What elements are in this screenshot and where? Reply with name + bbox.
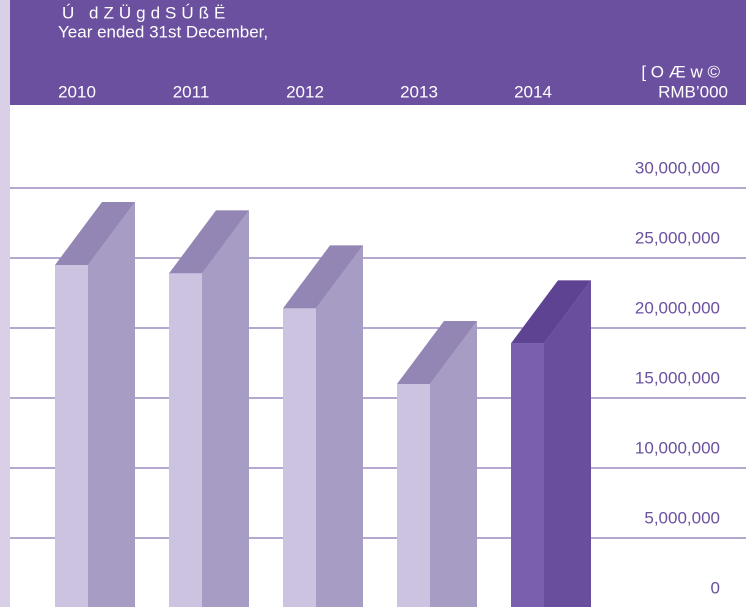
bar-top (283, 245, 363, 309)
y-axis-label: RMB’000 (658, 82, 728, 101)
bar-top-shade (55, 202, 135, 265)
bar-side (544, 280, 591, 607)
bar-side (88, 202, 135, 607)
bar (55, 265, 88, 607)
bar (283, 308, 316, 607)
bar-side-shade (88, 202, 135, 607)
bar-side (202, 210, 249, 607)
y-tick-label: 0 (711, 578, 720, 597)
bar-side (316, 245, 363, 607)
y-tick-label: 30,000,000 (635, 158, 720, 177)
bar-side-shade (430, 321, 477, 607)
x-tick-label: 2012 (286, 82, 324, 101)
bar (397, 384, 430, 607)
chart-subtitle: Year ended 31st December, (58, 22, 268, 41)
y-tick-label: 15,000,000 (635, 368, 720, 387)
bar-top (55, 202, 135, 265)
bar-top (511, 280, 591, 344)
bar-top (169, 210, 249, 274)
bar-top-shade (397, 321, 477, 384)
bar-side-shade (544, 280, 591, 607)
left-strip (0, 0, 10, 607)
chart-title: Ú dZÜgdSÚßË (62, 3, 230, 22)
y-axis-label-native: [ O Æ w © (641, 62, 720, 81)
y-tick-label: 25,000,000 (635, 228, 720, 247)
x-tick-label: 2014 (514, 82, 552, 101)
x-tick-label: 2010 (58, 82, 96, 101)
bar (511, 343, 544, 607)
bar-side-shade (316, 245, 363, 607)
bar-top (397, 321, 477, 384)
y-tick-label: 10,000,000 (635, 438, 720, 457)
bar (169, 273, 202, 607)
y-tick-label: 20,000,000 (635, 298, 720, 317)
header-band (10, 0, 746, 105)
bar-top-shade (511, 280, 591, 344)
y-tick-label: 5,000,000 (644, 508, 720, 527)
bar-top-shade (283, 245, 363, 309)
bar-top-shade (169, 210, 249, 274)
bar-side-shade (202, 210, 249, 607)
bar-side (430, 321, 477, 607)
x-tick-label: 2013 (400, 82, 438, 101)
x-tick-label: 2011 (173, 82, 210, 101)
